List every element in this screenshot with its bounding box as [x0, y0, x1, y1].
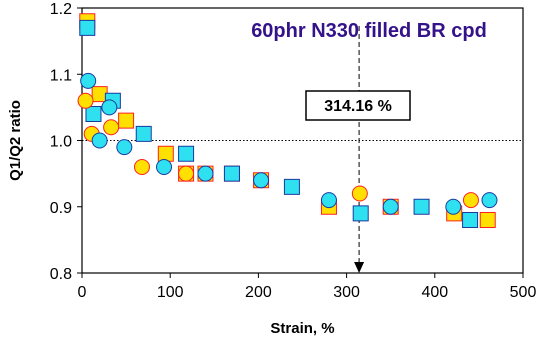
y-tick-label: 0.8 — [50, 266, 72, 283]
data-point-circle — [116, 139, 133, 156]
data-point-circle — [320, 192, 337, 209]
strain-callout: 314.16 % — [305, 90, 411, 121]
data-points — [77, 13, 498, 228]
y-tick-label: 1.2 — [50, 1, 72, 18]
data-point-square — [479, 212, 496, 228]
data-point-square — [283, 178, 300, 195]
data-point-circle — [133, 159, 150, 175]
data-point-square — [79, 19, 96, 36]
data-point-circle — [253, 172, 270, 189]
data-point-square — [223, 165, 240, 182]
data-point-circle — [103, 119, 120, 136]
strain-marker-arrowhead — [354, 262, 365, 273]
chart-title: 60phr N330 filled BR cpd — [251, 20, 487, 42]
data-point-circle — [197, 165, 214, 182]
y-tick-label: 1.1 — [50, 67, 72, 84]
callout-label: 314.16 % — [324, 98, 392, 115]
data-point-square — [85, 106, 102, 122]
x-tick-label: 100 — [157, 284, 184, 301]
data-point-circle — [462, 192, 479, 209]
x-tick-label: 0 — [78, 284, 87, 301]
axis-ticks: 0 100 200 300 400 500 0.8 0.9 1.0 1.1 1.2 — [50, 1, 537, 301]
data-point-circle — [101, 99, 118, 116]
y-tick-label: 0.9 — [50, 200, 72, 217]
x-tick-label: 500 — [510, 284, 537, 301]
data-point-circle — [80, 72, 97, 89]
x-tick-label: 300 — [333, 284, 360, 301]
data-point-circle — [445, 198, 462, 215]
x-tick-label: 200 — [245, 284, 272, 301]
data-point-square — [413, 198, 430, 215]
x-tick-label: 400 — [421, 284, 448, 301]
data-point-circle — [156, 159, 173, 175]
reference-lines — [82, 26, 523, 273]
y-tick-label: 1.0 — [50, 134, 72, 151]
data-point-circle — [91, 132, 108, 149]
data-point-square — [178, 145, 195, 162]
data-point-square — [352, 205, 369, 222]
data-point-circle — [351, 185, 368, 202]
data-point-circle — [382, 198, 399, 215]
y-axis-title: Q1/Q2 ratio — [7, 100, 24, 181]
callout-box — [305, 90, 411, 121]
data-point-circle — [178, 165, 195, 182]
data-point-square — [135, 125, 152, 142]
data-point-circle — [77, 92, 94, 109]
data-point-square — [462, 212, 479, 228]
data-point-circle — [481, 192, 498, 209]
data-point-square — [118, 112, 135, 129]
x-axis-title: Strain, % — [270, 320, 334, 337]
data-point-square — [157, 145, 174, 162]
